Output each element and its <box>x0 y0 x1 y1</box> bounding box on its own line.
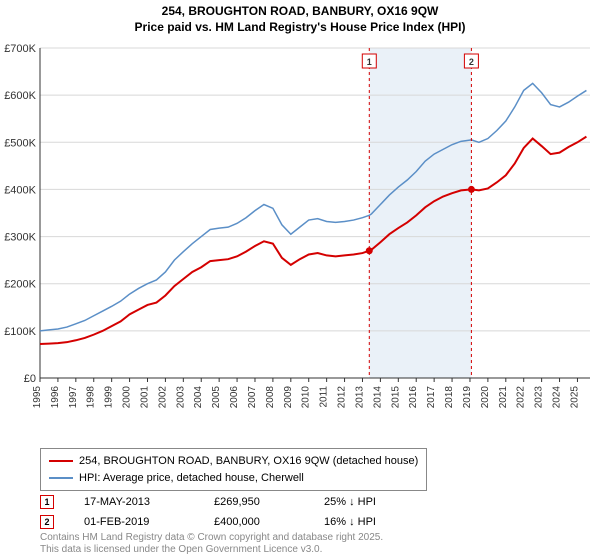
svg-text:£700K: £700K <box>4 43 36 55</box>
svg-text:£300K: £300K <box>4 232 36 244</box>
marker-price: £269,950 <box>214 496 294 508</box>
svg-text:£500K: £500K <box>4 137 36 149</box>
svg-text:2017: 2017 <box>426 386 437 409</box>
svg-text:2023: 2023 <box>534 386 545 409</box>
legend-label: 254, BROUGHTON ROAD, BANBURY, OX16 9QW (… <box>79 453 418 470</box>
marker-date: 17-MAY-2013 <box>84 496 184 508</box>
legend-swatch <box>49 477 73 479</box>
svg-text:2000: 2000 <box>122 386 133 409</box>
svg-text:1998: 1998 <box>86 386 97 409</box>
svg-text:2012: 2012 <box>337 386 348 409</box>
svg-text:2022: 2022 <box>516 386 527 409</box>
marker-delta: 16% ↓ HPI <box>324 516 414 528</box>
svg-text:2016: 2016 <box>408 386 419 409</box>
marker-date: 01-FEB-2019 <box>84 516 184 528</box>
svg-text:2013: 2013 <box>354 386 365 409</box>
legend-swatch <box>49 460 73 462</box>
svg-text:2020: 2020 <box>480 386 491 409</box>
svg-text:2: 2 <box>469 57 474 67</box>
svg-text:2015: 2015 <box>390 386 401 409</box>
svg-text:£0: £0 <box>24 373 36 385</box>
footer-line-1: Contains HM Land Registry data © Crown c… <box>40 532 383 544</box>
chart-plot: £0 £100K £200K £300K £400K £500K £600K £700K 199… <box>0 38 600 438</box>
svg-text:2014: 2014 <box>372 386 383 409</box>
legend: 254, BROUGHTON ROAD, BANBURY, OX16 9QW (… <box>40 448 427 491</box>
legend-label: HPI: Average price, detached house, Cher… <box>79 470 304 487</box>
marker-id-box: 1 <box>40 495 54 509</box>
svg-text:£600K: £600K <box>4 90 36 102</box>
svg-text:2007: 2007 <box>247 386 258 409</box>
chart-svg: £0 £100K £200K £300K £400K £500K £600K £700K 199… <box>0 38 600 438</box>
svg-text:£400K: £400K <box>4 184 36 196</box>
svg-text:2008: 2008 <box>265 386 276 409</box>
svg-text:1995: 1995 <box>32 386 43 409</box>
svg-text:2024: 2024 <box>552 386 563 409</box>
marker-table: 1 17-MAY-2013 £269,950 25% ↓ HPI 2 01-FEB-201… <box>40 492 414 532</box>
svg-text:2002: 2002 <box>157 386 168 409</box>
marker-delta: 25% ↓ HPI <box>324 496 414 508</box>
marker-row: 1 17-MAY-2013 £269,950 25% ↓ HPI <box>40 492 414 512</box>
legend-row: 254, BROUGHTON ROAD, BANBURY, OX16 9QW (… <box>49 453 418 470</box>
footer-attribution: Contains HM Land Registry data © Crown c… <box>40 532 383 556</box>
svg-text:2009: 2009 <box>283 386 294 409</box>
svg-text:1996: 1996 <box>50 386 61 409</box>
chart-container: 254, BROUGHTON ROAD, BANBURY, OX16 9QW P… <box>0 0 600 560</box>
title-line-2: Price paid vs. HM Land Registry's House … <box>0 20 600 36</box>
svg-text:2021: 2021 <box>498 386 509 409</box>
svg-text:£100K: £100K <box>4 326 36 338</box>
marker-id-box: 2 <box>40 515 54 529</box>
marker-row: 2 01-FEB-2019 £400,000 16% ↓ HPI <box>40 512 414 532</box>
svg-text:£200K: £200K <box>4 279 36 291</box>
svg-text:2003: 2003 <box>175 386 186 409</box>
svg-text:2010: 2010 <box>301 386 312 409</box>
svg-text:2004: 2004 <box>193 386 204 409</box>
svg-text:1999: 1999 <box>104 386 115 409</box>
svg-text:1997: 1997 <box>68 386 79 409</box>
svg-text:2019: 2019 <box>462 386 473 409</box>
svg-text:2001: 2001 <box>139 386 150 409</box>
legend-row: HPI: Average price, detached house, Cher… <box>49 470 418 487</box>
svg-text:2018: 2018 <box>444 386 455 409</box>
marker-price: £400,000 <box>214 516 294 528</box>
chart-title: 254, BROUGHTON ROAD, BANBURY, OX16 9QW P… <box>0 0 600 35</box>
svg-text:2011: 2011 <box>319 386 330 408</box>
svg-text:1: 1 <box>367 57 372 67</box>
footer-line-2: This data is licensed under the Open Gov… <box>40 544 383 556</box>
svg-text:2005: 2005 <box>211 386 222 409</box>
svg-text:2025: 2025 <box>569 386 580 409</box>
title-line-1: 254, BROUGHTON ROAD, BANBURY, OX16 9QW <box>0 4 600 20</box>
svg-text:2006: 2006 <box>229 386 240 409</box>
